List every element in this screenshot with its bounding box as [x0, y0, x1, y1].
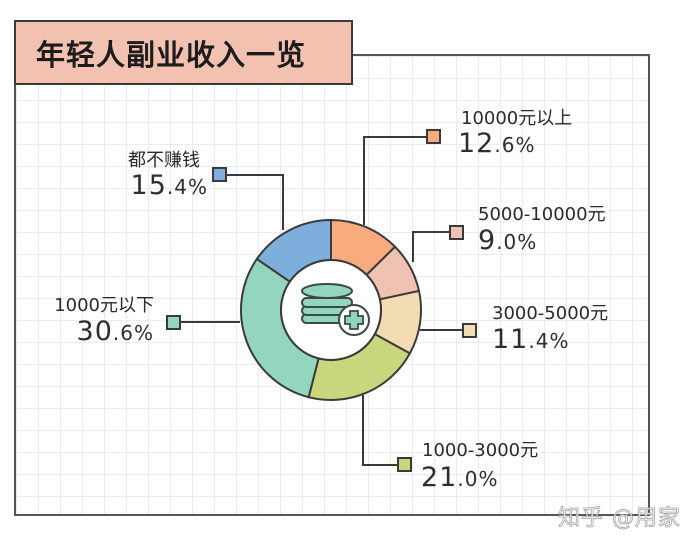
- value-1000-3000: 21.0%: [421, 462, 499, 493]
- leader-line-5000-10000: [412, 231, 454, 262]
- value-5000-10000: 9.0%: [478, 225, 538, 256]
- legend-markers: [166, 129, 477, 472]
- leader-lines: [176, 136, 468, 466]
- coin-stack-plus-icon: [301, 283, 370, 336]
- label-10000-plus: 10000元以上: [461, 108, 573, 129]
- label-below-1000: 1000元以下: [54, 295, 154, 316]
- label-no-income: 都不赚钱: [128, 150, 200, 171]
- marker-no-income: [212, 167, 227, 182]
- value-3000-5000: 11.4%: [492, 324, 570, 355]
- donut-slices: [240, 218, 422, 401]
- label-1000-3000: 1000-3000元: [422, 440, 539, 461]
- watermark: 知乎 @用家: [558, 506, 681, 532]
- marker-1000-3000: [397, 457, 412, 472]
- leader-line-no-income: [222, 174, 284, 230]
- label-3000-5000: 3000-5000元: [492, 303, 609, 324]
- leader-line-1000-3000: [362, 395, 402, 466]
- title-banner: 年轻人副业收入一览: [14, 20, 353, 85]
- marker-10000-plus: [426, 129, 441, 144]
- marker-3000-5000: [462, 323, 477, 338]
- chart-title: 年轻人副业收入一览: [36, 37, 307, 72]
- marker-below-1000: [166, 315, 181, 330]
- value-below-1000: 30.6%: [76, 316, 154, 347]
- label-5000-10000: 5000-10000元: [478, 204, 606, 225]
- marker-5000-10000: [449, 225, 464, 240]
- value-10000-plus: 12.6%: [458, 128, 536, 159]
- leader-line-10000-plus: [363, 136, 432, 225]
- value-no-income: 15.4%: [130, 170, 208, 201]
